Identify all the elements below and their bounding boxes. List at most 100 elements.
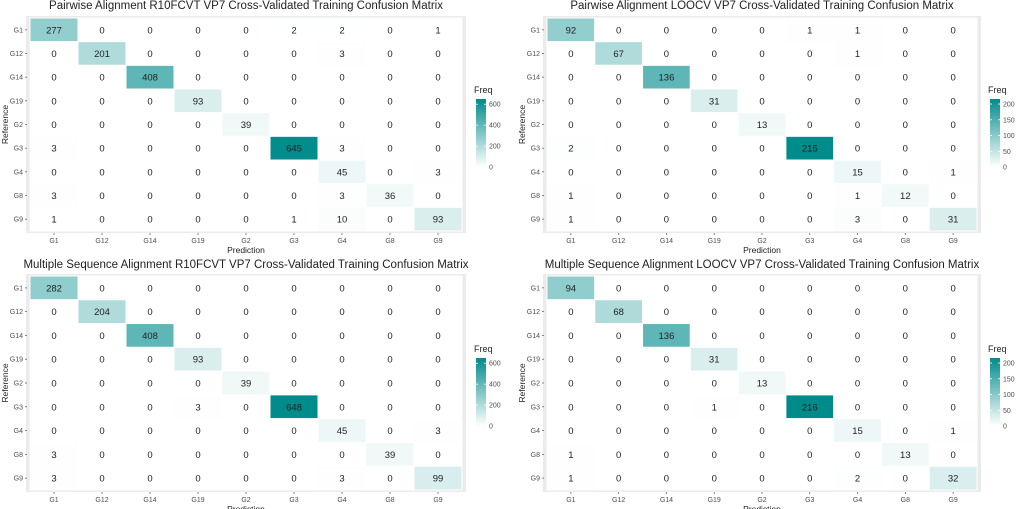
cell-value-label: 0 [759,474,764,485]
cell-value-label: 3 [195,402,200,413]
cell-value-label: 0 [807,379,812,390]
cell-value-label: 0 [807,426,812,437]
cell-value-label: 0 [855,379,860,390]
cell-value-label: 0 [712,144,717,155]
cell-value-label: 1 [291,215,296,226]
cell-value-label: 0 [616,474,621,485]
cell-value-label: 0 [99,450,104,461]
cell-value-label: 0 [99,191,104,202]
cell-value-label: 0 [51,379,56,390]
cell-value-label: 0 [243,355,248,366]
legend-colorbar [476,358,486,426]
cell-value-label: 0 [99,379,104,390]
cell-value-label: 0 [195,215,200,226]
cell-value-label: 0 [903,144,908,155]
cell-value-label: 0 [950,450,955,461]
cell-value-label: 0 [147,144,152,155]
cell-value-label: 0 [51,355,56,366]
y-tick-label: G3 [14,404,23,411]
cell-value-label: 0 [339,96,344,107]
cell-value-label: 0 [387,167,392,178]
cell-value-label: 0 [435,379,440,390]
cell-value-label: 3 [339,191,344,202]
cell-value-label: 0 [339,283,344,294]
y-tick-label: G12 [527,309,540,316]
cell-value-label: 0 [387,402,392,413]
cell-value-label: 0 [99,215,104,226]
legend-tick-label: 150 [1003,117,1015,124]
cell-value-label: 0 [195,331,200,342]
cell-value-label: 0 [616,167,621,178]
cell-value-label: 0 [759,144,764,155]
cell-value-label: 12 [900,191,911,202]
y-tick-label: G4 [531,428,540,435]
x-tick-label: G1 [566,238,575,245]
cell-value-label: 0 [147,307,152,318]
cell-value-label: 0 [616,450,621,461]
cell-value-label: 0 [855,283,860,294]
cell-value-label: 0 [51,331,56,342]
cell-value-label: 0 [435,144,440,155]
y-tick-label: G19 [527,357,540,364]
cell-value-label: 0 [51,120,56,131]
cell-value-label: 39 [241,120,252,131]
cell-value-label: 0 [807,474,812,485]
cell-value-label: 216 [802,402,818,413]
cell-value-label: 0 [712,167,717,178]
cell-value-label: 1 [568,474,573,485]
y-tick-label: G4 [14,169,23,176]
x-tick-label: G8 [901,238,910,245]
cell-value-label: 3 [435,167,440,178]
x-tick-label: G1 [566,497,575,504]
cell-value-label: 1 [855,25,860,36]
y-tick-label: G2 [531,381,540,388]
cell-value-label: 0 [339,307,344,318]
cell-value-label: 0 [435,402,440,413]
cell-value-label: 0 [759,191,764,202]
freq-legend: Freq 0 200 400 600 [474,85,501,172]
cell-value-label: 0 [147,355,152,366]
legend-tick-label: 0 [489,165,493,172]
cell-value-label: 204 [94,307,110,318]
cell-value-label: 0 [387,215,392,226]
cell-value-label: 645 [286,144,302,155]
cell-value-label: 0 [99,355,104,366]
x-tick-label: G9 [948,238,957,245]
legend-title: Freq [474,85,493,95]
legend-tick-label: 200 [1003,361,1015,368]
cell-value-label: 0 [616,25,621,36]
cell-value-label: 0 [243,426,248,437]
cell-value-label: 0 [339,402,344,413]
cell-value-label: 0 [903,25,908,36]
cell-value-label: 0 [339,450,344,461]
cell-value-label: 0 [387,49,392,60]
cell-value-label: 13 [900,450,911,461]
cell-value-label: 0 [759,426,764,437]
cell-value-label: 0 [387,426,392,437]
cell-value-label: 2 [291,25,296,36]
cell-value-label: 0 [712,191,717,202]
cell-value-label: 0 [147,215,152,226]
cell-value-label: 0 [243,331,248,342]
cell-value-label: 0 [759,283,764,294]
cell-value-label: 0 [99,167,104,178]
cell-value-label: 0 [903,402,908,413]
cell-value-label: 0 [664,215,669,226]
cell-value-label: 0 [147,49,152,60]
cell-value-label: 0 [387,73,392,84]
cell-value-label: 0 [387,25,392,36]
y-axis-title: Reference [517,105,527,144]
cell-value-label: 0 [339,331,344,342]
cell-value-label: 0 [712,450,717,461]
y-tick-label: G19 [527,98,540,105]
cell-value-label: 0 [51,167,56,178]
cell-value-label: 0 [568,379,573,390]
cell-value-label: 0 [664,96,669,107]
cell-value-label: 0 [950,96,955,107]
x-tick-label: G1 [49,238,58,245]
cell-value-label: 0 [664,191,669,202]
cell-value-label: 0 [807,49,812,60]
y-tick-label: G8 [14,193,23,200]
cell-value-label: 0 [568,120,573,131]
cell-value-label: 0 [616,191,621,202]
